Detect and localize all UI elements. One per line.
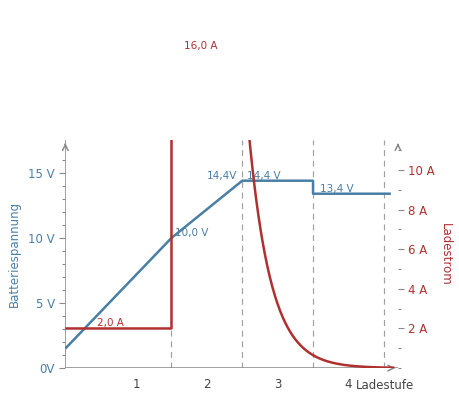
Y-axis label: Ladestrom: Ladestrom <box>438 223 451 286</box>
Text: 13,4 V: 13,4 V <box>319 184 353 194</box>
Text: 16,0 A: 16,0 A <box>184 41 217 51</box>
Y-axis label: Batteriespannung: Batteriespannung <box>8 201 21 307</box>
Text: 10,0 V: 10,0 V <box>174 228 208 238</box>
X-axis label: Ladestufe: Ladestufe <box>355 379 413 392</box>
Text: 2,0 A: 2,0 A <box>97 318 124 328</box>
Text: 14,4V: 14,4V <box>207 171 237 181</box>
Text: 14,4 V: 14,4 V <box>246 171 280 181</box>
